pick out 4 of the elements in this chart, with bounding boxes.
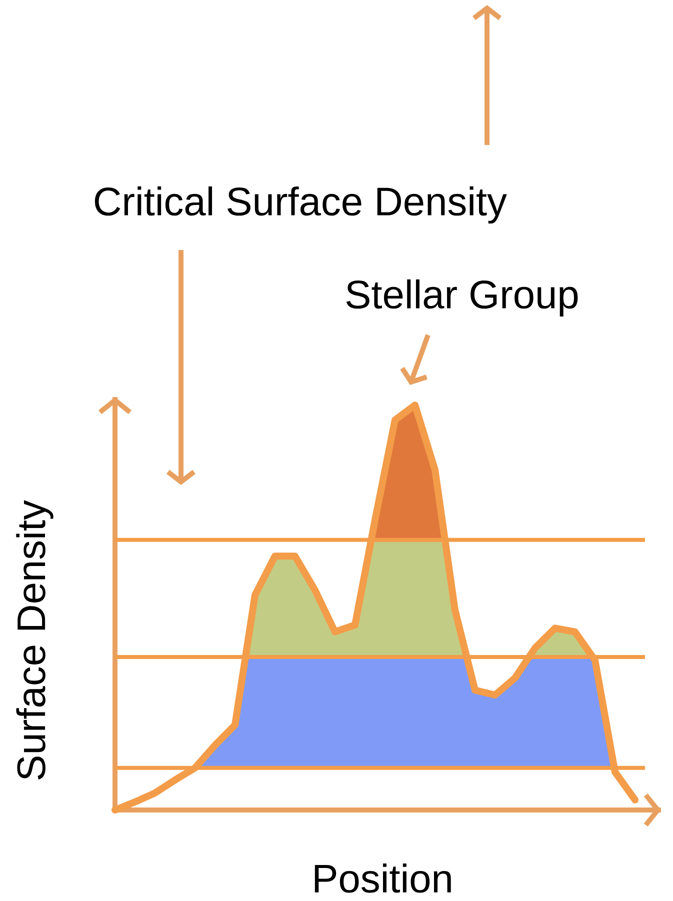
x-axis-title: Position (314, 864, 451, 893)
y-axis-title: Surface Density (16, 500, 54, 780)
text: Stellar Group (346, 279, 578, 317)
text: Critical Surface Density (94, 186, 507, 224)
